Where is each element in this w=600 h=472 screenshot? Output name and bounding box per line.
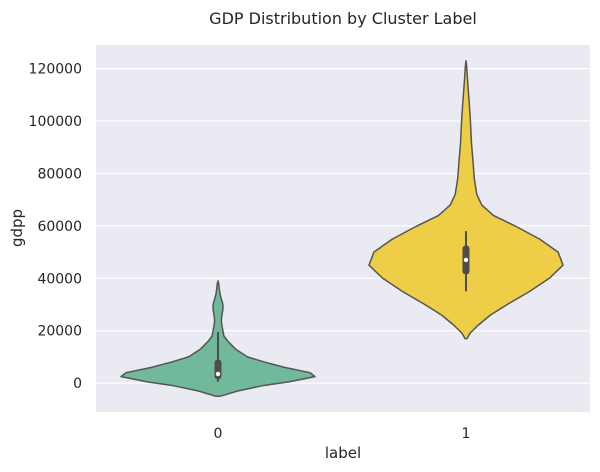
median-marker-0 (215, 371, 221, 377)
violins (120, 59, 564, 398)
violin-1 (368, 59, 564, 340)
y-axis-label: gdpp (8, 209, 26, 247)
x-tick-label: 0 (214, 426, 223, 442)
iqr-box-0 (214, 359, 222, 380)
y-tick-label: 100000 (29, 114, 82, 130)
y-tick-label: 20000 (37, 324, 82, 340)
y-tick-label: 80000 (37, 166, 82, 182)
chart-title: GDP Distribution by Cluster Label (209, 9, 477, 28)
y-tick-label: 40000 (37, 271, 82, 287)
y-tick-labels: 0 20000 40000 60000 80000 100000 120000 (29, 62, 82, 393)
x-tick-label: 1 (462, 426, 471, 442)
median-marker-1 (463, 257, 469, 263)
y-tick-label: 0 (73, 376, 82, 392)
x-axis-label: label (325, 444, 361, 462)
y-tick-label: 120000 (29, 62, 82, 78)
y-tick-label: 60000 (37, 219, 82, 235)
